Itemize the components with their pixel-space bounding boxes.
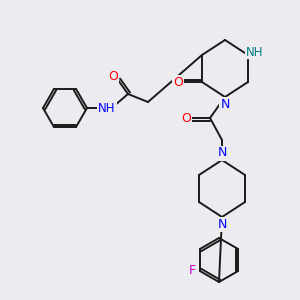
Text: N: N xyxy=(220,98,230,110)
Text: O: O xyxy=(173,76,183,88)
Text: F: F xyxy=(188,265,196,278)
Text: O: O xyxy=(181,112,191,124)
Text: NH: NH xyxy=(98,101,116,115)
Text: N: N xyxy=(217,146,227,160)
Text: O: O xyxy=(108,70,118,83)
Text: NH: NH xyxy=(246,46,264,59)
Text: N: N xyxy=(217,218,227,230)
